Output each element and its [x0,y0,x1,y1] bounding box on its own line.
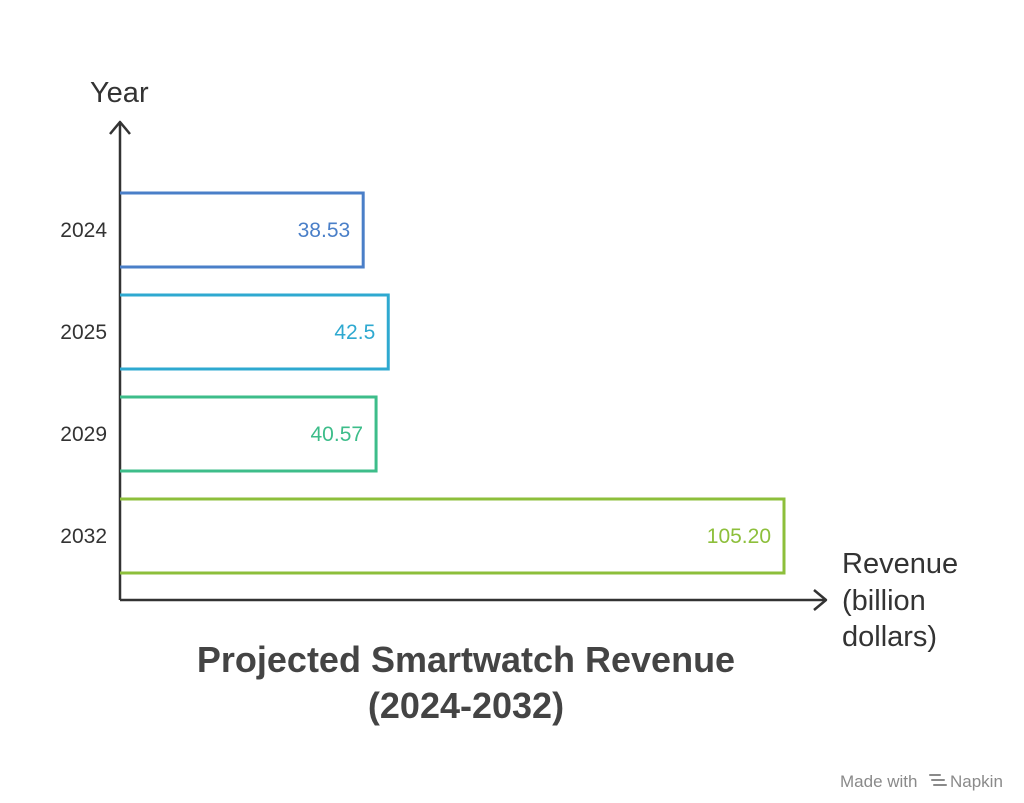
value-label-2032: 105.20 [707,525,771,548]
category-label-2025: 2025 [60,321,107,344]
x-axis-label-line-1: Revenue [842,548,958,580]
category-label-2024: 2024 [60,219,107,242]
bar-2024 [120,191,365,269]
napkin-watermark: Made with Napkin [840,772,1003,791]
category-label-2029: 2029 [60,423,107,446]
category-label-2032: 2032 [60,525,107,548]
bars-group: 38.53 2024 42.5 2025 40.57 2029 105.20 2032 [60,191,786,575]
bar-2032 [120,497,786,575]
value-label-2025: 42.5 [334,321,375,344]
chart-title-line-1: Projected Smartwatch Revenue [197,639,735,680]
made-with-text: Made with [840,772,917,791]
y-axis-label: Year [90,77,149,109]
y-axis-arrow-icon [109,120,131,135]
bar-2025 [120,293,390,371]
napkin-logo-icon [929,774,947,786]
axes [109,120,828,611]
value-label-2024: 38.53 [298,219,351,242]
x-axis-label-line-3: dollars) [842,621,937,653]
chart-title-line-2: (2024-2032) [368,685,564,726]
napkin-brand-text: Napkin [950,772,1003,791]
value-label-2029: 40.57 [311,423,364,446]
x-axis-arrow-icon [813,589,828,611]
bar-2029 [120,395,378,473]
x-axis-label-line-2: (billion [842,585,926,617]
